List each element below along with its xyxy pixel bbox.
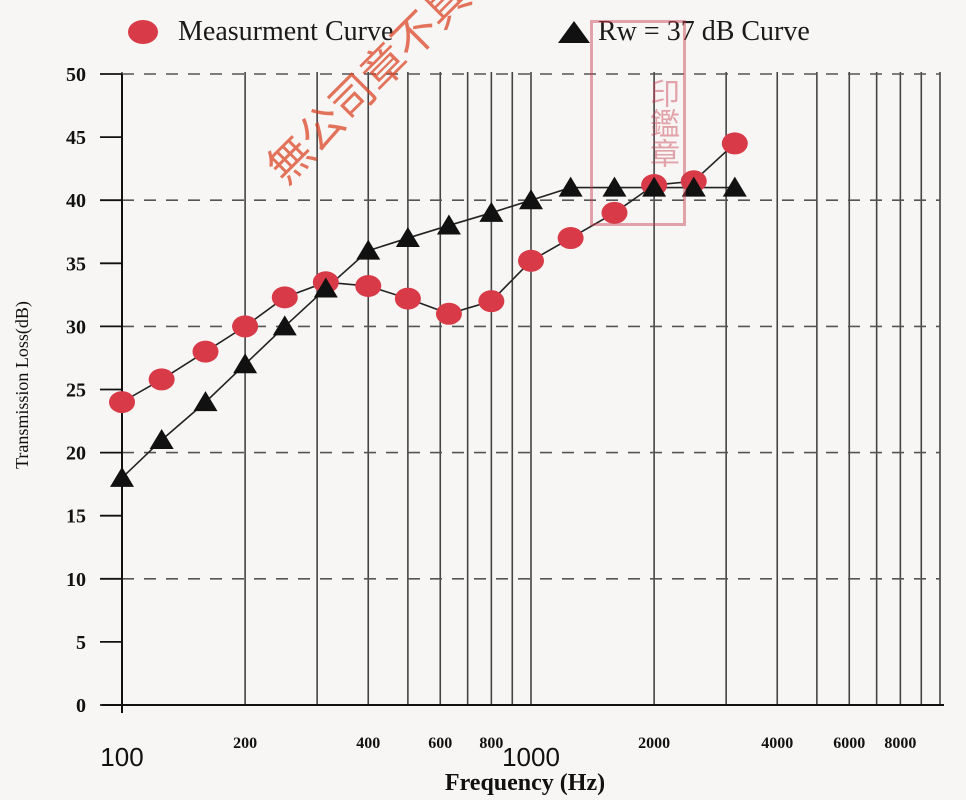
measurement-point bbox=[148, 368, 175, 391]
circle-marker-icon bbox=[128, 20, 158, 44]
x-tick-label: 600 bbox=[428, 735, 452, 752]
reference-point bbox=[681, 176, 706, 197]
y-tick-label: 25 bbox=[66, 380, 86, 402]
red-stamp-seal: 印鑑章 bbox=[590, 20, 686, 226]
reference-point bbox=[519, 189, 543, 210]
x-tick-label: 800 bbox=[479, 735, 503, 752]
reference-point bbox=[722, 176, 747, 197]
reference-point bbox=[479, 201, 504, 222]
reference-point bbox=[272, 315, 297, 336]
measurement-point bbox=[394, 287, 421, 310]
x-tick-label: 4000 bbox=[761, 735, 793, 752]
measurement-point bbox=[355, 275, 382, 298]
y-tick-label: 40 bbox=[66, 190, 86, 212]
legend-label-reference: Rw = 37 dB Curve bbox=[598, 16, 810, 47]
series-line bbox=[121, 142, 736, 403]
legend-measurement: Measurment Curve bbox=[128, 12, 393, 52]
x-tick-label: 1000 bbox=[502, 742, 560, 772]
triangle-marker-icon bbox=[558, 21, 590, 43]
reference-point bbox=[356, 239, 381, 260]
y-tick-labels: 0 5 10 15 20 25 30 35 40 45 50 bbox=[66, 64, 86, 717]
y-tick-label: 30 bbox=[66, 316, 86, 338]
reference-point bbox=[149, 428, 174, 449]
y-axis-label: Transmission Loss(dB) bbox=[12, 301, 33, 469]
reference-point bbox=[193, 391, 218, 412]
x-tick-label: 100 bbox=[100, 742, 143, 772]
reference-point bbox=[110, 466, 134, 487]
reference-point bbox=[642, 176, 667, 197]
x-axis-label: Frequency (Hz) bbox=[445, 770, 605, 796]
reference-point bbox=[602, 176, 627, 197]
y-tick-label: 45 bbox=[66, 127, 86, 149]
reference-point bbox=[395, 227, 420, 248]
measurement-point bbox=[478, 290, 505, 313]
measurement-point bbox=[518, 249, 544, 272]
legend-reference: Rw = 37 dB Curve bbox=[558, 12, 810, 52]
vertical-gridlines bbox=[121, 72, 941, 705]
x-tick-label: 6000 bbox=[833, 735, 865, 752]
y-tick-label: 0 bbox=[76, 695, 86, 717]
measurement-point bbox=[232, 315, 259, 338]
measurement-point bbox=[721, 132, 748, 155]
x-tick-label: 200 bbox=[233, 735, 257, 752]
y-tick-label: 50 bbox=[66, 64, 86, 86]
measurement-point bbox=[271, 286, 298, 309]
x-tick-label: 8000 bbox=[884, 735, 916, 752]
reference-point bbox=[313, 277, 338, 298]
measurement-point bbox=[435, 302, 462, 325]
x-tick-label: 2000 bbox=[638, 735, 670, 752]
reference-point bbox=[233, 353, 258, 374]
series-line bbox=[121, 186, 735, 479]
measurement-point bbox=[109, 391, 135, 414]
measurement-point bbox=[557, 227, 584, 250]
reference-point bbox=[558, 176, 583, 197]
reference-point bbox=[436, 214, 461, 235]
y-tick-label: 20 bbox=[66, 443, 86, 465]
horizontal-gridlines bbox=[122, 73, 940, 580]
legend-label-measurement: Measurment Curve bbox=[178, 16, 394, 47]
measurement-point bbox=[192, 340, 219, 363]
y-tick-label: 15 bbox=[66, 506, 86, 528]
series-layer bbox=[109, 132, 748, 487]
x-tick-label: 400 bbox=[356, 735, 380, 752]
y-tick-label: 35 bbox=[66, 253, 86, 275]
y-tick-label: 5 bbox=[76, 632, 86, 654]
measurement-point bbox=[601, 201, 628, 224]
y-tick-label: 10 bbox=[66, 569, 86, 591]
